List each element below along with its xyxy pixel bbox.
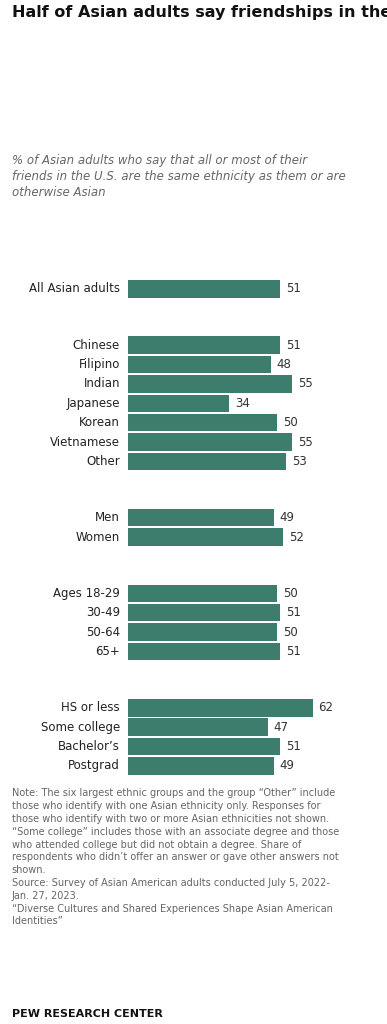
Text: Women: Women (76, 530, 120, 544)
Text: Ages 18-29: Ages 18-29 (53, 587, 120, 600)
Text: 55: 55 (298, 378, 312, 390)
Text: 50: 50 (283, 416, 298, 429)
Bar (128, 281, 280, 298)
Text: 53: 53 (292, 455, 307, 468)
Text: 50: 50 (283, 626, 298, 639)
Bar (128, 414, 277, 431)
Text: 52: 52 (289, 530, 304, 544)
Text: 51: 51 (286, 606, 301, 620)
Text: Chinese: Chinese (73, 339, 120, 352)
Text: All Asian adults: All Asian adults (29, 283, 120, 296)
Text: Japanese: Japanese (67, 397, 120, 410)
Bar (128, 604, 280, 622)
Text: Men: Men (95, 511, 120, 524)
Text: Filipino: Filipino (79, 358, 120, 371)
Text: 51: 51 (286, 339, 301, 352)
Text: Postgrad: Postgrad (68, 759, 120, 772)
Text: 48: 48 (277, 358, 292, 371)
Bar (128, 757, 274, 774)
Bar (128, 337, 280, 354)
Bar (128, 699, 313, 717)
Bar (128, 643, 280, 660)
Bar (128, 453, 286, 470)
Bar (128, 737, 280, 756)
Text: 50: 50 (283, 587, 298, 600)
Text: HS or less: HS or less (62, 701, 120, 714)
Text: Half of Asian adults say friendships in the U.S. are primarily with people from : Half of Asian adults say friendships in … (12, 5, 387, 20)
Text: 51: 51 (286, 283, 301, 296)
Text: Indian: Indian (84, 378, 120, 390)
Bar (128, 394, 229, 412)
Text: Korean: Korean (79, 416, 120, 429)
Text: 47: 47 (274, 721, 289, 733)
Bar (128, 624, 277, 641)
Text: PEW RESEARCH CENTER: PEW RESEARCH CENTER (12, 1009, 163, 1019)
Text: Some college: Some college (41, 721, 120, 733)
Bar (128, 355, 271, 374)
Bar (128, 375, 292, 393)
Bar (128, 718, 268, 736)
Bar (128, 509, 274, 526)
Text: 30-49: 30-49 (86, 606, 120, 620)
Text: Other: Other (86, 455, 120, 468)
Bar (128, 528, 283, 546)
Text: 49: 49 (280, 759, 295, 772)
Text: Vietnamese: Vietnamese (50, 435, 120, 449)
Text: Note: The six largest ethnic groups and the group “Other” include
those who iden: Note: The six largest ethnic groups and … (12, 788, 339, 927)
Text: 55: 55 (298, 435, 312, 449)
Text: 51: 51 (286, 645, 301, 657)
Bar (128, 585, 277, 602)
Text: 49: 49 (280, 511, 295, 524)
Text: 65+: 65+ (95, 645, 120, 657)
Text: % of Asian adults who say that all or most of their
friends in the U.S. are the : % of Asian adults who say that all or mo… (12, 154, 345, 199)
Text: 34: 34 (235, 397, 250, 410)
Bar (128, 433, 292, 451)
Text: 50-64: 50-64 (86, 626, 120, 639)
Text: 51: 51 (286, 740, 301, 753)
Text: 62: 62 (319, 701, 334, 714)
Text: Bachelor’s: Bachelor’s (58, 740, 120, 753)
